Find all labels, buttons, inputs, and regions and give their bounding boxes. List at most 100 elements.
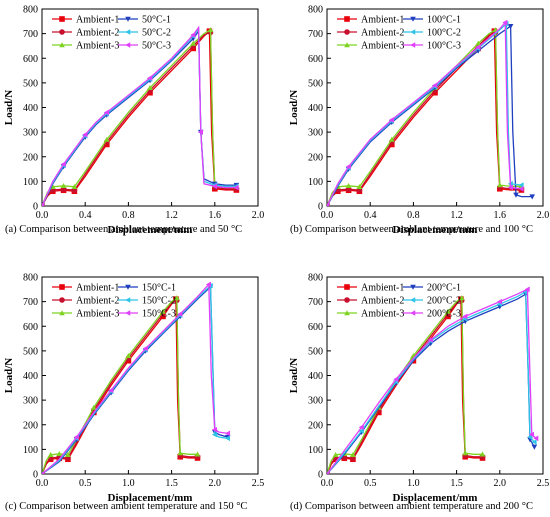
y-tick-label: 600	[23, 322, 38, 333]
data-point	[224, 435, 230, 442]
data-point	[518, 182, 524, 188]
data-point	[475, 44, 481, 50]
y-tick-label: 400	[23, 371, 38, 382]
series-4	[327, 23, 535, 206]
data-point	[233, 184, 239, 191]
x-tick-label: 0.5	[79, 478, 92, 489]
legend-marker	[59, 297, 65, 303]
legend-label: Ambient-3	[361, 41, 404, 52]
y-tick-label: 300	[308, 396, 323, 407]
legend-item: Ambient-1	[337, 15, 404, 26]
series-1	[327, 28, 525, 206]
legend-marker	[344, 42, 350, 48]
x-tick-label: 2.0	[537, 210, 550, 221]
series-line	[327, 29, 522, 206]
x-tick-label: 2.0	[209, 478, 222, 489]
data-point	[47, 451, 54, 458]
legend-marker	[59, 42, 65, 48]
data-point	[71, 183, 78, 190]
legend-item: Ambient-3	[52, 309, 119, 320]
data-point	[327, 203, 330, 206]
y-tick-label: 200	[23, 420, 38, 431]
legend-item: Ambient-2	[337, 28, 404, 39]
legend-label: 50°C-2	[142, 28, 171, 39]
series-6	[42, 281, 230, 474]
series-1	[42, 296, 201, 474]
data-point	[445, 308, 451, 314]
y-tick-label: 700	[308, 29, 323, 40]
legend-item: 50°C-1	[118, 15, 171, 26]
series-4	[42, 29, 240, 206]
legend-label: 150°C-2	[142, 296, 176, 307]
data-point	[358, 428, 364, 434]
legend-marker	[125, 284, 131, 290]
x-axis-label: Displacement/mm	[108, 224, 193, 236]
data-point	[531, 439, 537, 445]
legend-label: 100°C-3	[427, 41, 461, 52]
legend-item: 150°C-2	[118, 296, 176, 307]
series-line	[327, 290, 535, 474]
y-tick-label: 600	[308, 322, 323, 333]
data-point	[389, 117, 395, 123]
panel-caption: (d) Comparison between ambient temperatu…	[290, 501, 533, 512]
data-point	[531, 444, 538, 450]
x-tick-label: 2.5	[537, 478, 550, 489]
legend-item: Ambient-1	[52, 15, 119, 26]
data-point	[82, 131, 88, 138]
x-tick-label: 1.2	[450, 210, 463, 221]
y-axis-label: Load/N	[3, 358, 15, 394]
y-tick-label: 700	[308, 297, 323, 308]
series-line	[42, 26, 237, 206]
data-point	[194, 451, 201, 457]
legend-item: Ambient-1	[337, 283, 404, 294]
panel-caption: (b) Comparison between ambient temperatu…	[290, 224, 533, 235]
y-tick-label: 600	[308, 54, 323, 65]
data-point	[327, 471, 330, 474]
legend-label: 100°C-1	[427, 15, 461, 26]
y-tick-label: 0	[33, 470, 38, 481]
data-point	[507, 184, 513, 191]
x-tick-label: 1.2	[165, 210, 178, 221]
y-tick-label: 800	[23, 5, 38, 16]
x-tick-label: 1.0	[407, 478, 420, 489]
data-point	[350, 451, 356, 458]
legend: Ambient-1 Ambient-2 Ambient-3 50°C-1 50°C-2 5…	[52, 15, 171, 52]
legend-marker	[59, 16, 65, 22]
y-tick-label: 300	[23, 396, 38, 407]
data-point	[42, 203, 45, 206]
y-tick-label: 700	[23, 29, 38, 40]
y-tick-label: 500	[23, 346, 38, 357]
chart-panel-2: 0.0 0.4 0.8 1.2 1.6 2.0 0 100 200 300 400 500 600 700…	[288, 5, 549, 237]
legend-marker	[125, 29, 131, 35]
legend-marker	[125, 297, 131, 303]
legend-marker	[410, 16, 416, 22]
chart-panel-3: 0.0 0.5 1.0 1.5 2.0 2.5 0 100 200 300 400 500 600 700…	[3, 273, 264, 513]
x-tick-label: 1.5	[450, 478, 463, 489]
y-tick-label: 800	[308, 5, 323, 16]
legend-marker	[410, 310, 416, 316]
legend-item: 50°C-3	[118, 41, 171, 52]
data-point	[42, 471, 45, 474]
legend-item: 200°C-1	[403, 283, 461, 294]
legend-label: Ambient-2	[76, 296, 119, 307]
y-tick-label: 600	[23, 54, 38, 65]
y-tick-label: 400	[308, 103, 323, 114]
series-line	[42, 282, 228, 474]
legend-label: 50°C-1	[142, 15, 171, 26]
x-tick-label: 0.5	[364, 478, 377, 489]
y-tick-label: 200	[23, 152, 38, 163]
legend-label: 50°C-3	[142, 41, 171, 52]
legend-marker	[410, 297, 416, 303]
legend-marker	[344, 29, 350, 35]
y-tick-label: 0	[318, 202, 323, 213]
legend: Ambient-1 Ambient-2 Ambient-3 200°C-1 200°C-…	[337, 283, 461, 320]
series-line	[327, 299, 483, 474]
legend-item: Ambient-3	[337, 41, 404, 52]
x-tick-label: 0.0	[36, 210, 49, 221]
y-tick-label: 500	[23, 78, 38, 89]
data-point	[65, 451, 71, 458]
y-tick-label: 500	[308, 78, 323, 89]
series-line	[327, 31, 522, 206]
y-tick-label: 100	[23, 445, 38, 456]
